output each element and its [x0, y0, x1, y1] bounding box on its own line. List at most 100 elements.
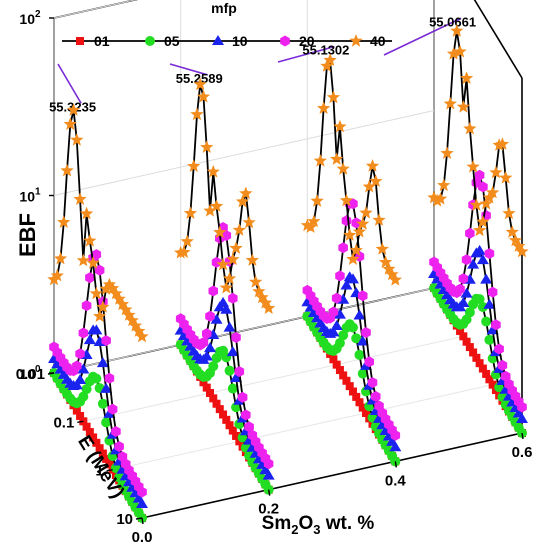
square-marker	[215, 405, 224, 414]
star-marker	[73, 192, 87, 205]
x-tick-mark	[521, 432, 524, 440]
star-marker	[187, 159, 201, 172]
square-marker	[212, 399, 221, 408]
legend-label-20: 20	[299, 33, 315, 49]
square-marker	[472, 353, 481, 362]
triangle-marker	[340, 279, 353, 290]
star-marker	[372, 213, 386, 226]
hexagon-marker	[484, 248, 495, 260]
legend-label-05: 05	[164, 33, 180, 49]
star-marker	[369, 174, 383, 187]
y-tick-label: 102	[19, 9, 41, 27]
star-marker	[63, 117, 77, 130]
triangle-marker	[333, 308, 346, 319]
circle-marker	[78, 391, 89, 402]
hexagon-marker	[358, 290, 368, 302]
hexagon-marker	[335, 270, 345, 282]
star-marker	[86, 256, 100, 269]
square-marker	[329, 355, 338, 364]
triangle-marker	[217, 296, 230, 307]
star-marker	[76, 253, 90, 267]
star-marker	[190, 107, 204, 121]
square-marker	[92, 438, 101, 447]
hexagon-marker	[205, 310, 215, 322]
legend-label-10: 10	[232, 33, 248, 49]
z-tick-label: 10	[116, 511, 133, 528]
legend-label-40: 40	[370, 33, 386, 49]
star-marker	[349, 34, 363, 47]
star-marker	[326, 90, 341, 104]
star-marker	[222, 271, 237, 285]
hexagon-marker	[111, 426, 121, 437]
star-marker	[109, 286, 123, 300]
triangle-marker	[486, 324, 499, 335]
y-tick-label: 101	[19, 187, 41, 205]
circle-marker	[231, 402, 242, 413]
star-marker	[239, 186, 253, 200]
square-marker	[358, 403, 367, 412]
composition-group	[427, 24, 529, 438]
hexagon-marker	[221, 230, 232, 241]
star-marker	[466, 159, 480, 173]
hexagon-marker	[487, 286, 498, 298]
square-marker	[95, 444, 104, 453]
circle-marker	[338, 330, 349, 341]
star-marker	[128, 318, 143, 332]
star-marker	[245, 253, 259, 266]
star-marker	[486, 185, 500, 199]
star-marker	[119, 302, 133, 316]
square-marker	[465, 343, 474, 352]
hexagon-marker	[137, 486, 147, 498]
composition-group	[47, 103, 149, 523]
star-marker	[307, 214, 321, 228]
z-tick-label: 0.01	[16, 366, 45, 383]
hexagon-marker	[104, 372, 115, 384]
triangle-marker	[483, 298, 496, 309]
square-marker	[76, 37, 84, 45]
x-tick-mark	[141, 517, 144, 525]
peak-annotation: 55.2589	[176, 71, 223, 86]
star-marker	[310, 194, 324, 207]
star-marker	[388, 273, 402, 286]
triangle-marker	[467, 258, 480, 269]
star-marker	[505, 225, 519, 238]
hexagon-marker	[390, 429, 401, 441]
hexagon-marker	[491, 319, 501, 331]
star-marker	[229, 241, 243, 254]
star-marker	[196, 89, 211, 103]
star-marker	[356, 217, 370, 230]
hexagon-marker	[228, 292, 238, 304]
triangle-marker	[223, 321, 236, 332]
series-layer	[47, 24, 529, 523]
star-marker	[180, 234, 194, 248]
hexagon-marker	[91, 249, 102, 261]
circle-marker	[101, 417, 112, 428]
triangle-marker	[103, 407, 116, 418]
hexagon-marker	[234, 366, 245, 378]
ebf-gridline	[53, 0, 137, 19]
star-marker	[502, 206, 516, 220]
series-line-40	[433, 30, 523, 253]
circle-marker	[137, 512, 147, 523]
circle-marker	[481, 316, 492, 327]
star-marker	[512, 239, 526, 252]
star-marker	[440, 146, 454, 159]
circle-marker	[208, 361, 219, 372]
square-marker	[225, 421, 234, 430]
triangle-marker	[200, 350, 213, 361]
square-marker	[362, 409, 370, 417]
square-marker	[475, 359, 484, 368]
star-marker	[339, 193, 354, 207]
star-marker	[232, 223, 246, 236]
square-marker	[456, 326, 465, 335]
square-marker	[478, 364, 487, 373]
hexagon-marker	[94, 264, 105, 276]
square-marker	[235, 437, 244, 446]
square-marker	[232, 431, 241, 440]
hexagon-marker	[328, 306, 339, 318]
star-marker	[203, 203, 217, 217]
hexagon-marker	[202, 328, 212, 340]
star-marker	[112, 292, 126, 305]
hexagon-marker	[478, 181, 488, 193]
hexagon-marker	[364, 356, 374, 368]
